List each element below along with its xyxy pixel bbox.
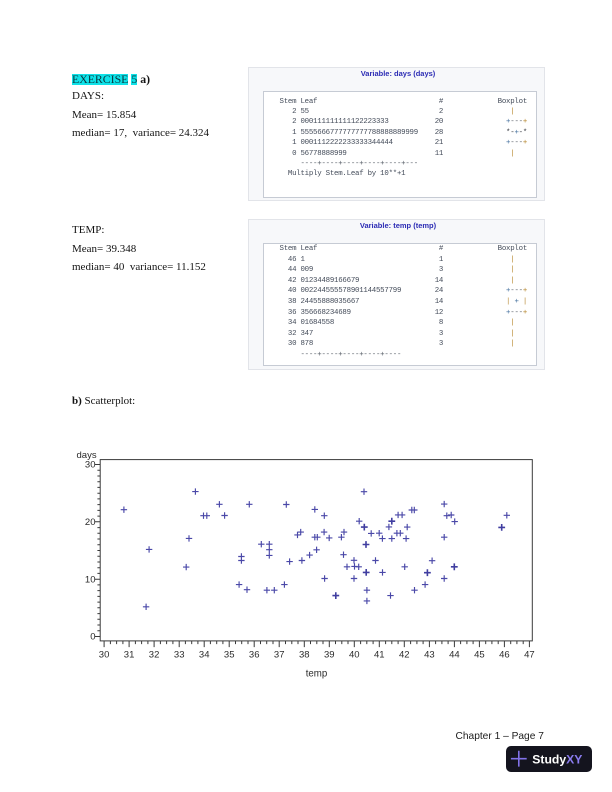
svg-text:37: 37 <box>274 650 285 661</box>
svg-text:40: 40 <box>349 650 360 661</box>
svg-text:30: 30 <box>85 460 96 471</box>
svg-text:38: 38 <box>299 650 310 661</box>
svg-text:StudyXY: StudyXY <box>532 753 582 767</box>
svg-text:36: 36 <box>249 650 260 661</box>
svg-text:46: 46 <box>499 650 510 661</box>
svg-text:0: 0 <box>90 632 95 643</box>
svg-text:42: 42 <box>399 650 410 661</box>
svg-text:32: 32 <box>149 650 160 661</box>
svg-text:34: 34 <box>199 650 210 661</box>
svg-text:33: 33 <box>174 650 185 661</box>
svg-text:10: 10 <box>85 574 96 585</box>
svg-text:35: 35 <box>224 650 235 661</box>
svg-text:days: days <box>77 450 97 461</box>
svg-text:30: 30 <box>99 650 110 661</box>
svg-text:20: 20 <box>85 517 96 528</box>
svg-text:47: 47 <box>524 650 535 661</box>
svg-text:43: 43 <box>424 650 435 661</box>
svg-text:44: 44 <box>449 650 460 661</box>
svg-text:31: 31 <box>124 650 135 661</box>
svg-text:temp: temp <box>306 668 328 679</box>
svg-text:45: 45 <box>474 650 485 661</box>
svg-text:41: 41 <box>374 650 385 661</box>
svg-text:39: 39 <box>324 650 335 661</box>
